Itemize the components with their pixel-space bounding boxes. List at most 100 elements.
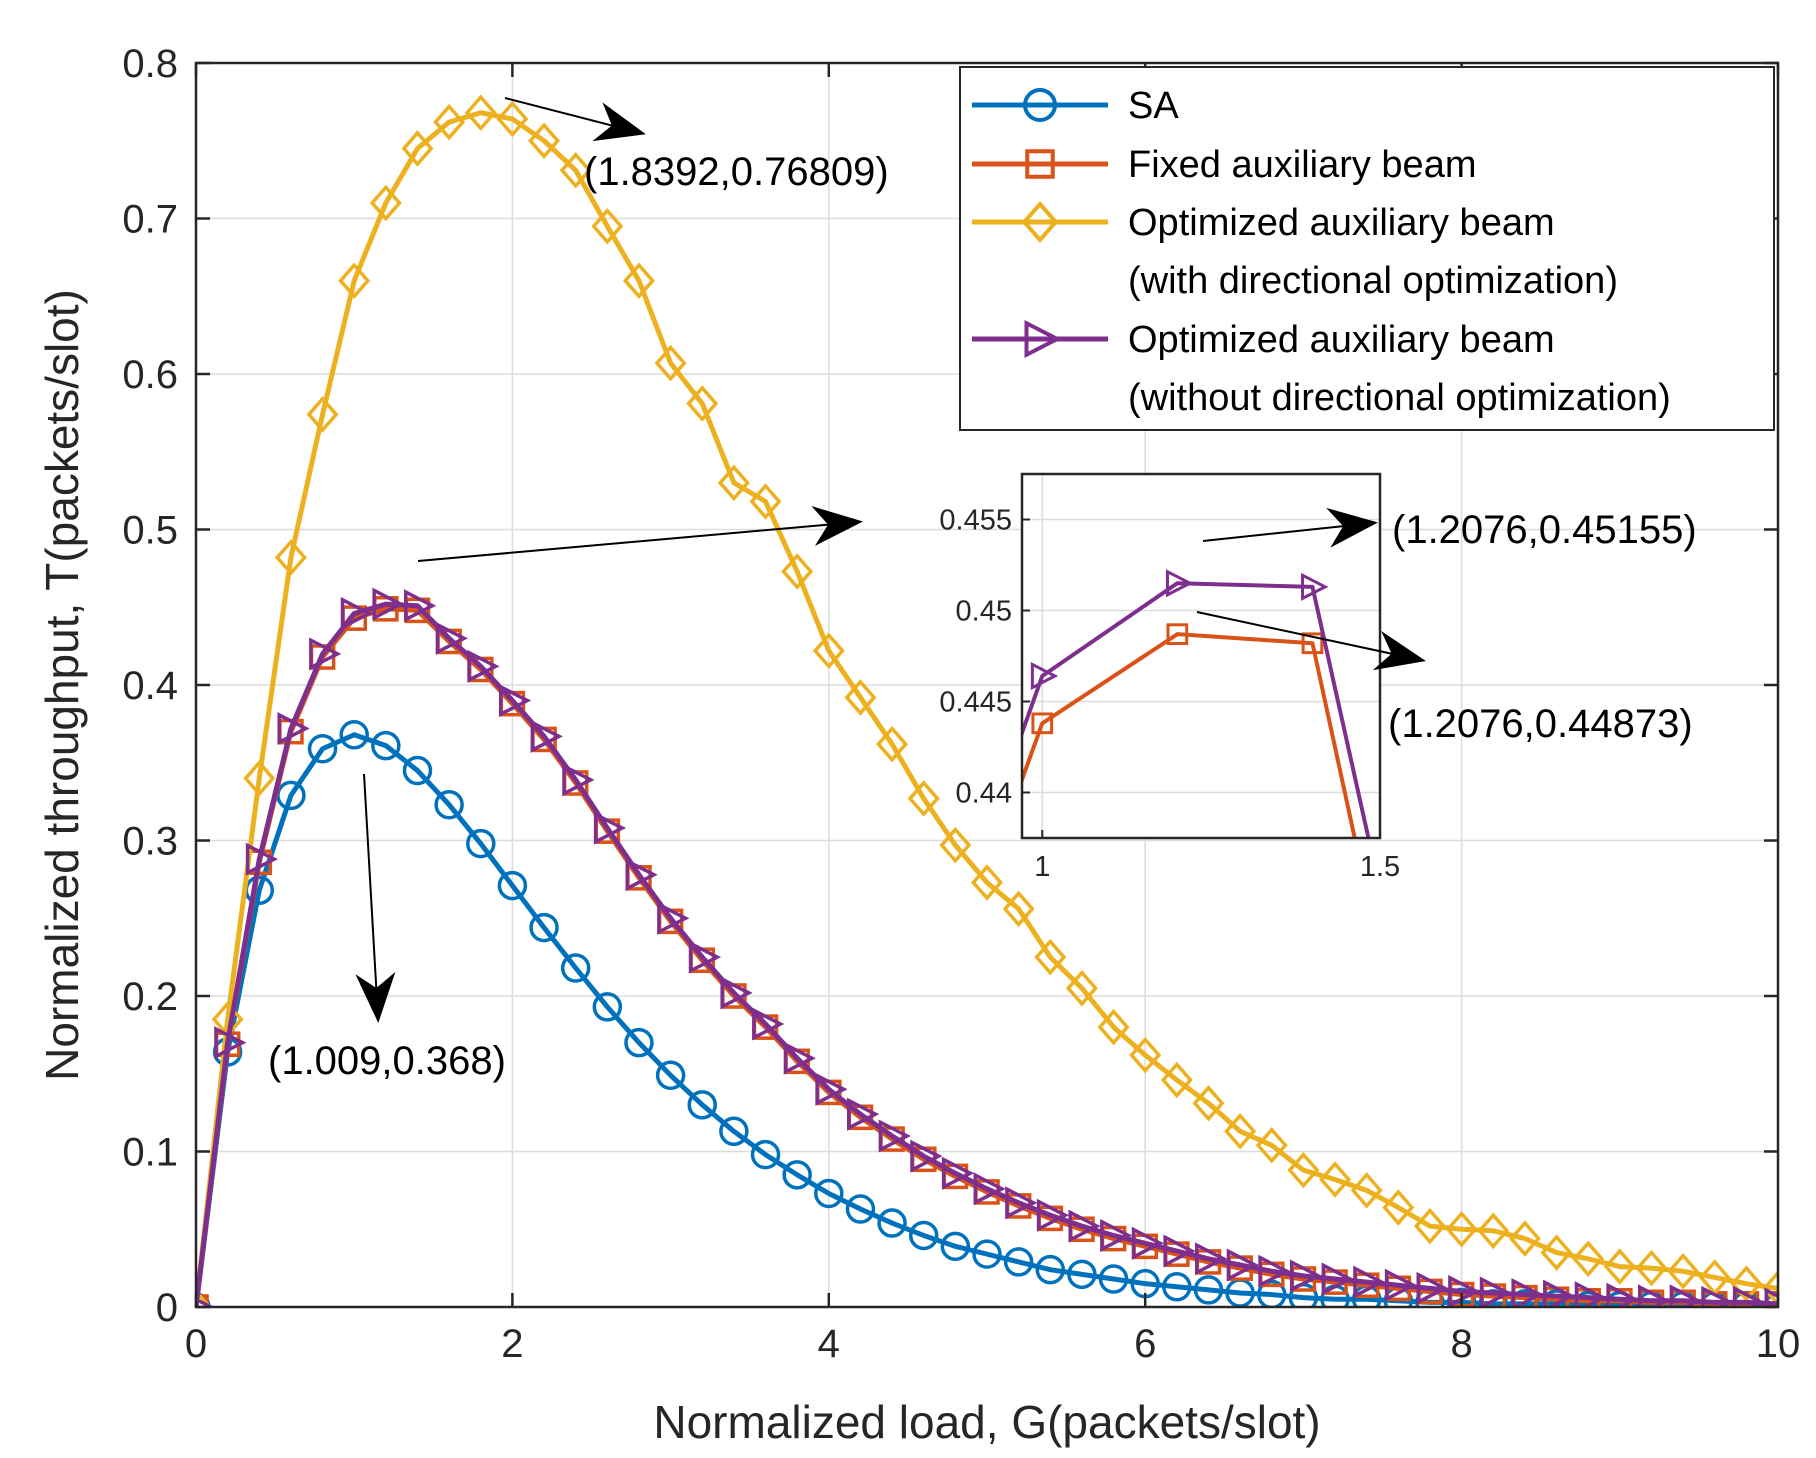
data-point [783,1041,816,1075]
data-point [655,1060,686,1091]
annotation-arrow [1202,507,1378,548]
legend-entry-optimized-auxiliary-beam-without-directional-optimization: Optimized auxiliary beam (without direct… [972,319,1671,419]
annotation-arrow [1196,611,1426,671]
data-point [1637,1284,1671,1307]
inset-series-fixed-auxiliary-beam [965,623,1457,1275]
y-axis-title: Normalized throughput, T(packets/slot) [36,289,88,1081]
inset-y-tick-label: 0.455 [939,505,1012,537]
data-point [274,539,307,576]
legend-marker [1021,200,1059,244]
data-point [657,901,690,935]
data-point [1035,1254,1066,1285]
data-point [815,1072,848,1106]
inset-data-point [1301,572,1329,601]
data-point [1068,1209,1101,1243]
data-point [908,1220,939,1251]
inset-series-optimized-auxiliary-beam-without-directional-optimization [1022,569,1461,1204]
data-point [529,912,559,943]
data-point [1416,1271,1449,1305]
data-point [719,1116,749,1147]
inset-background [1022,474,1380,838]
x-tick-label: 0 [185,1322,207,1366]
data-point [1572,1240,1605,1278]
data-point [369,184,402,222]
x-tick-label: 2 [501,1322,523,1366]
data-point [434,789,464,820]
data-point [1479,1276,1513,1307]
data-point [1701,1285,1734,1307]
data-point [467,649,500,683]
x-tick-label: 10 [1756,1322,1801,1366]
data-point [530,719,563,753]
data-point [1603,1248,1636,1285]
annotation-label: (1.2076,0.44873) [1388,702,1693,746]
data-point [1257,1279,1287,1307]
data-point [1192,1085,1225,1122]
inset-data-point [1438,1181,1461,1204]
data-point [939,826,972,864]
data-point [1034,938,1067,976]
inset-data-point [1438,1256,1457,1275]
legend-marker [1024,319,1062,359]
data-point [910,1139,943,1173]
data-point [1002,890,1035,928]
data-point [1384,1268,1418,1302]
data-point [1448,1274,1481,1307]
data-point [876,725,909,763]
data-point [196,1288,212,1307]
data-point [371,730,401,761]
inset-y-tick-label: 0.44 [956,778,1012,810]
data-point [1005,1186,1038,1220]
data-point [720,976,753,1010]
data-point [814,1178,844,1209]
annotation-peak-optimized: (1.8392,0.76809) [504,97,889,194]
data-point [340,596,373,630]
inset-data-point [1166,623,1189,646]
data-point [781,553,814,590]
data-point [338,262,371,299]
data-point [717,464,750,502]
legend-entry-optimized-auxiliary-beam-with-directional-optimization: Optimized auxiliary beam (with direction… [972,200,1618,302]
data-point [1098,1264,1129,1294]
data-point [435,621,468,655]
inset-data-point [965,901,984,920]
data-point [686,385,719,422]
data-point [1511,1278,1544,1307]
legend-box [959,66,1775,431]
inset-series-line [1022,581,1371,838]
data-point [1574,1281,1607,1307]
annotation-label: (1.8392,0.76809) [584,150,889,194]
data-point [1003,1247,1034,1277]
data-point [401,130,434,167]
data-point [306,396,339,433]
data-point [622,262,655,299]
data-point [1163,1234,1196,1268]
data-point [497,870,528,901]
data-point [941,1156,975,1190]
data-point [1762,1270,1778,1307]
data-point [1732,1285,1766,1307]
data-point [591,208,624,245]
data-point [277,712,310,746]
main-plot-area [196,94,1778,1307]
legend-marker [1025,149,1055,179]
y-tick-label: 0.3 [122,820,178,864]
data-point [562,763,595,797]
x-tick-label: 6 [1134,1322,1156,1366]
data-point [1160,1061,1193,1099]
y-tick-label: 0.1 [122,1131,178,1175]
data-point [1669,1284,1702,1307]
data-point [812,632,845,670]
inset-data-point [1030,662,1059,691]
data-point [1635,1249,1668,1287]
x-tick-label: 8 [1450,1322,1472,1366]
legend-entries: SA Fixed auxiliary beam Optimized auxiliar… [972,85,1671,419]
data-point [1162,1272,1192,1302]
data-point [1131,1226,1164,1260]
data-point [1540,1234,1573,1271]
legend-label: Fixed auxiliary beam [1128,144,1476,186]
data-point [433,103,466,141]
data-point [1065,969,1098,1007]
legend-label: (without directional optimization) [1128,377,1671,419]
data-point [1255,1127,1288,1164]
